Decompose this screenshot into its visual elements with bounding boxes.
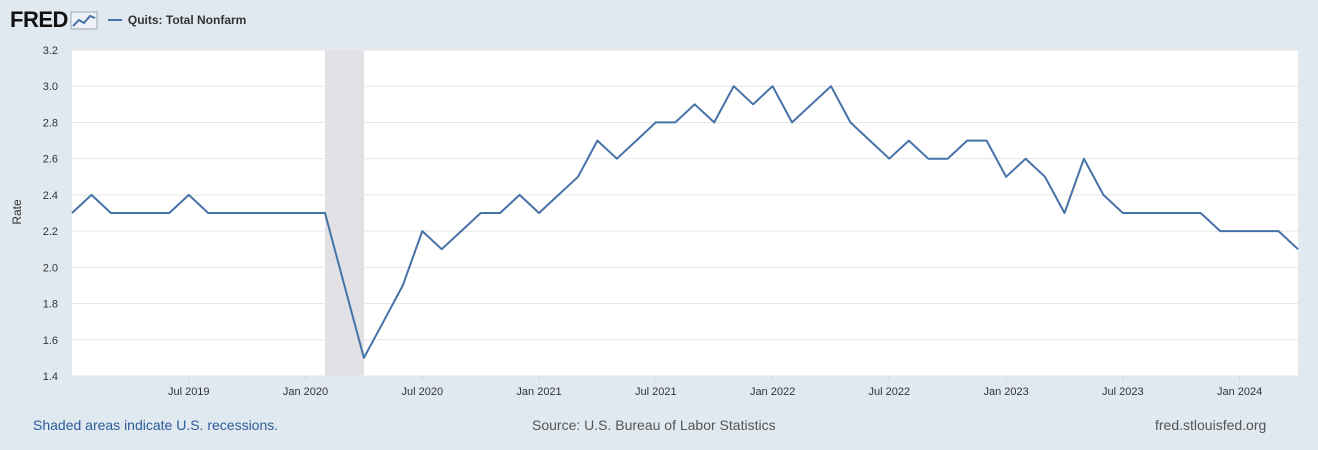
- y-tick-label: 2.6: [43, 154, 58, 166]
- source-note: Source: U.S. Bureau of Labor Statistics: [532, 417, 776, 433]
- x-tick-label: Jul 2021: [635, 386, 677, 398]
- chart-header: FRED Quits: Total Nonfarm: [10, 6, 246, 34]
- y-tick-label: 2.8: [43, 117, 58, 129]
- legend-line-swatch: [107, 19, 122, 21]
- x-tick-label: Jan 2021: [516, 386, 561, 398]
- site-link[interactable]: fred.stlouisfed.org: [1155, 417, 1267, 433]
- y-tick-label: 1.6: [43, 335, 58, 347]
- y-tick-label: 2.0: [43, 262, 58, 274]
- y-tick-label: 3.2: [43, 45, 58, 57]
- y-tick-label: 1.4: [43, 371, 58, 383]
- y-tick-label: 3.0: [43, 81, 58, 93]
- x-tick-label: Jul 2020: [401, 386, 443, 398]
- chart-legend: Quits: Total Nonfarm: [107, 13, 247, 27]
- x-tick-label: Jul 2022: [869, 386, 911, 398]
- recession-note: Shaded areas indicate U.S. recessions.: [33, 417, 279, 433]
- x-tick-label: Jul 2023: [1102, 386, 1144, 398]
- y-tick-label: 2.2: [43, 226, 58, 238]
- y-axis-label: Rate: [10, 199, 24, 225]
- fred-logo[interactable]: FRED: [10, 7, 98, 33]
- x-tick-label: Jan 2022: [750, 386, 795, 398]
- legend-label: Quits: Total Nonfarm: [127, 13, 247, 27]
- logo-chart-icon: [70, 11, 98, 30]
- plot-area: 1.4 1.6 1.8 2.0 2.2 2.4 2.6 2.8 3.0 3.2 Jul 2019 Ja…: [43, 45, 1299, 398]
- series-line: [71, 85, 1299, 359]
- x-tick-label: Jul 2019: [168, 386, 210, 398]
- fred-logo-text: FRED: [10, 7, 68, 32]
- x-tick-label: Jan 2023: [983, 386, 1028, 398]
- y-tick-label: 1.8: [43, 299, 58, 311]
- y-tick-label: 2.4: [43, 190, 58, 202]
- x-tick-label: Jan 2024: [1217, 386, 1262, 398]
- line-chart: 1.4 1.6 1.8 2.0 2.2 2.4 2.6 2.8 3.0 3.2 Jul 2019 Ja…: [10, 45, 1299, 398]
- x-tick-label: Jan 2020: [283, 386, 328, 398]
- recession-band: [324, 50, 364, 376]
